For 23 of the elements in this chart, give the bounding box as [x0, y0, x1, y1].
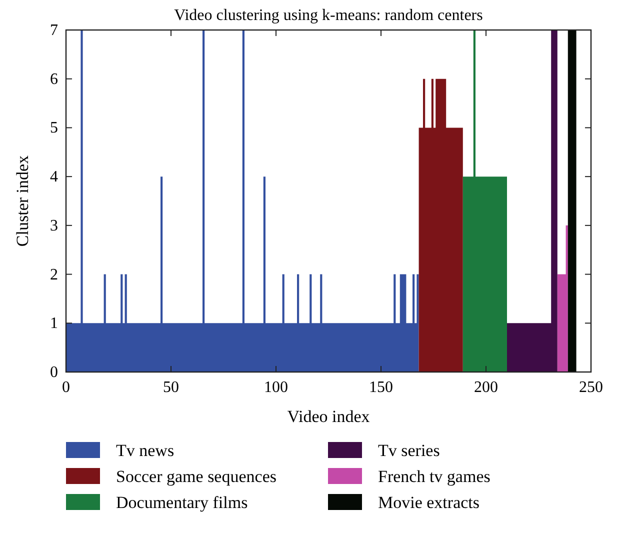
x-axis-title: Video index — [287, 407, 370, 426]
legend-label: Movie extracts — [378, 493, 480, 512]
y-tick-label: 3 — [50, 217, 58, 234]
y-tick-label: 6 — [50, 70, 58, 88]
x-tick-label: 50 — [163, 379, 179, 396]
y-tick-label: 4 — [50, 168, 58, 186]
legend-label: Soccer game sequences — [116, 467, 276, 486]
x-tick-label: 0 — [62, 379, 70, 396]
x-tick-label: 150 — [369, 379, 393, 396]
legend-label: Tv series — [378, 441, 440, 460]
x-tick-label: 200 — [474, 379, 498, 396]
y-axis-title: Cluster index — [13, 154, 32, 247]
y-tick-label: 1 — [50, 315, 58, 332]
y-tick-label: 2 — [50, 266, 58, 284]
y-tick-label: 0 — [50, 364, 58, 381]
legend-label: French tv games — [378, 467, 490, 486]
y-tick-label: 7 — [50, 22, 58, 39]
x-tick-label: 100 — [264, 379, 288, 396]
legend-label: Tv news — [116, 441, 174, 460]
legend-label: Documentary films — [116, 493, 248, 512]
chart-title: Video clustering using k-means: random centers — [174, 7, 483, 24]
x-tick-label: 250 — [579, 379, 603, 396]
y-tick-label: 5 — [50, 120, 58, 137]
